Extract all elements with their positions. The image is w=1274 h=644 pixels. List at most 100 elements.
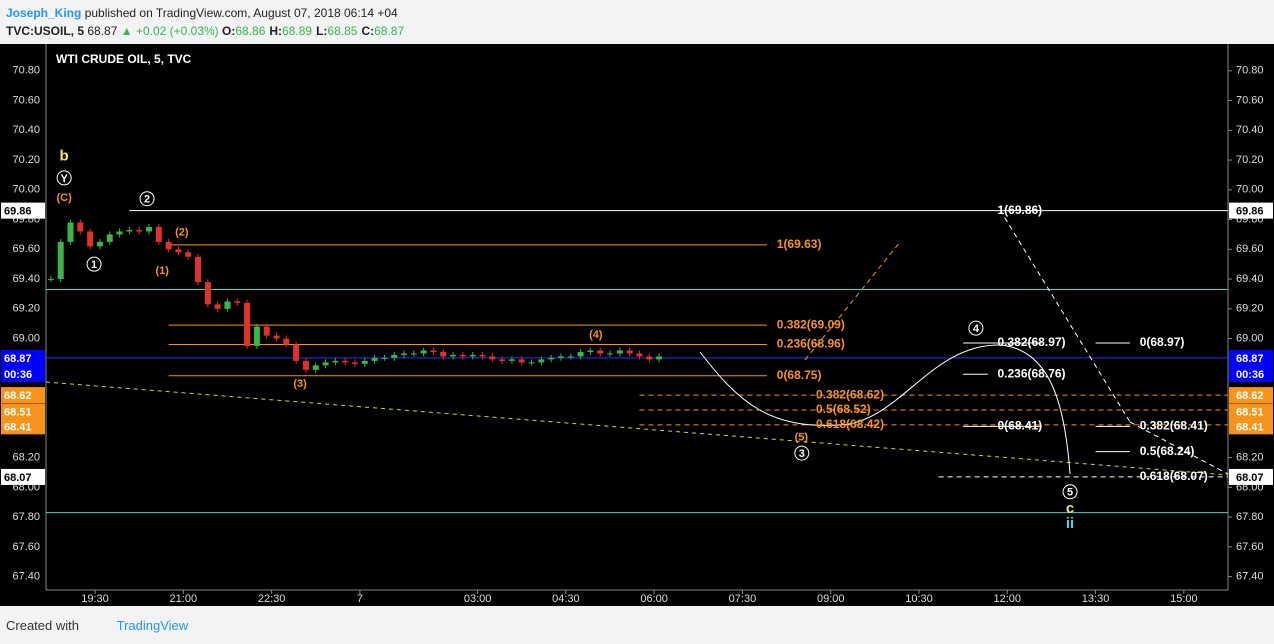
y-tick-label: 67.40 (12, 571, 40, 583)
y-tick-label: 68.20 (1236, 451, 1264, 463)
wave-label: (1) (156, 265, 170, 277)
candle (538, 359, 545, 363)
y-tick-label: 67.60 (12, 541, 40, 553)
candle (646, 356, 653, 360)
price-tag-label: 68.62 (1236, 390, 1264, 402)
wave-label: (3) (293, 378, 307, 390)
y-tick-label: 70.00 (1236, 184, 1264, 196)
candle (224, 301, 231, 309)
price-tag (1229, 418, 1273, 435)
level-label: 0.236(68.96) (777, 337, 845, 351)
price-tag (1229, 387, 1273, 404)
plot (46, 210, 1228, 514)
candle (175, 249, 182, 253)
x-tick-label: 7 (357, 593, 363, 605)
x-tick-label: 09:00 (817, 593, 845, 605)
level-label: 0.618(68.42) (816, 417, 884, 431)
candle (528, 362, 535, 364)
candle (577, 351, 584, 357)
wave-label: 5 (1067, 487, 1073, 499)
candle (420, 350, 427, 354)
candle (332, 360, 339, 363)
y-tick-label: 70.20 (12, 154, 40, 166)
ohlc-key: H: (269, 24, 283, 38)
candle (214, 304, 221, 309)
candle (430, 350, 437, 352)
level-label: 0.5(68.52) (816, 402, 871, 416)
candle (293, 344, 300, 361)
candle (47, 279, 54, 281)
candle (479, 354, 486, 357)
candle (126, 229, 133, 232)
candle (450, 354, 457, 357)
x-tick-label: 06:00 (640, 593, 668, 605)
candle (440, 351, 447, 357)
y-tick-label: 70.80 (1236, 65, 1264, 77)
candle (204, 282, 211, 305)
footer: Created with TradingView (6, 618, 188, 633)
countdown: 00:36 (1236, 369, 1264, 381)
candle (597, 350, 604, 354)
price-tag-label: 68.07 (1236, 472, 1264, 484)
change: ▲ +0.02 (+0.03%) (120, 24, 219, 38)
candle (77, 222, 84, 232)
level-label: 0.382(69.09) (777, 317, 845, 331)
candle (244, 302, 251, 347)
y-tick-label: 69.60 (1236, 243, 1264, 255)
level-label: 0(68.41) (997, 419, 1042, 433)
candle (116, 231, 123, 235)
author[interactable]: Joseph_King (6, 6, 82, 20)
price-tag (1, 349, 45, 366)
wave-label: (4) (589, 329, 603, 341)
candle (508, 359, 515, 361)
x-tick-label: 10:30 (905, 593, 933, 605)
candle (371, 357, 378, 361)
brand[interactable]: TradingView (116, 618, 189, 633)
candle (96, 241, 103, 247)
x-tick-label: 04:30 (552, 593, 580, 605)
level-label: 1(69.63) (777, 237, 822, 251)
x-tick-label: 03:00 (464, 593, 492, 605)
price-tag-label: 68.87 (1236, 353, 1264, 365)
countdown: 00:36 (4, 369, 32, 381)
candle (322, 362, 329, 366)
candle (106, 234, 113, 242)
publish-line: Joseph_King published on TradingView.com… (6, 4, 408, 22)
level-label: 0.382(68.41) (1140, 419, 1208, 433)
y-tick-label: 70.40 (12, 124, 40, 136)
wave-label: (2) (175, 226, 189, 238)
wave-circle (139, 191, 155, 207)
y-tick-label: 70.80 (12, 65, 40, 77)
header: Joseph_King published on TradingView.com… (6, 4, 408, 40)
candle (67, 222, 74, 242)
trend-line (45, 381, 1229, 476)
projection-dash (804, 241, 901, 361)
wave-circle (794, 445, 810, 461)
price-tag (1229, 349, 1273, 366)
price-tag-label: 68.41 (4, 421, 32, 433)
price-tag (1, 202, 45, 219)
last: 68.87 (87, 24, 118, 38)
candle (361, 360, 368, 364)
candle (342, 360, 349, 363)
y-tick-label: 69.00 (12, 332, 40, 344)
wave-label: 4 (973, 323, 980, 335)
y-tick-label: 67.80 (1236, 511, 1264, 523)
y-tick-label: 67.60 (1236, 541, 1264, 553)
price-tag-label: 69.86 (4, 206, 32, 218)
price-tag (1229, 468, 1273, 485)
wave-label: (C) (57, 192, 73, 204)
level-label: 0.5(68.24) (1140, 444, 1195, 458)
candle (155, 226, 162, 242)
wave-circle (56, 170, 72, 186)
candle (548, 357, 555, 360)
candle (410, 353, 417, 355)
y-tick-label: 70.00 (12, 184, 40, 196)
candle (616, 350, 623, 354)
wave-circle (968, 320, 984, 336)
y-tick-label: 69.40 (12, 273, 40, 285)
wave-circle (86, 256, 102, 272)
candle (185, 252, 192, 257)
ohlc-key: O: (222, 24, 236, 38)
